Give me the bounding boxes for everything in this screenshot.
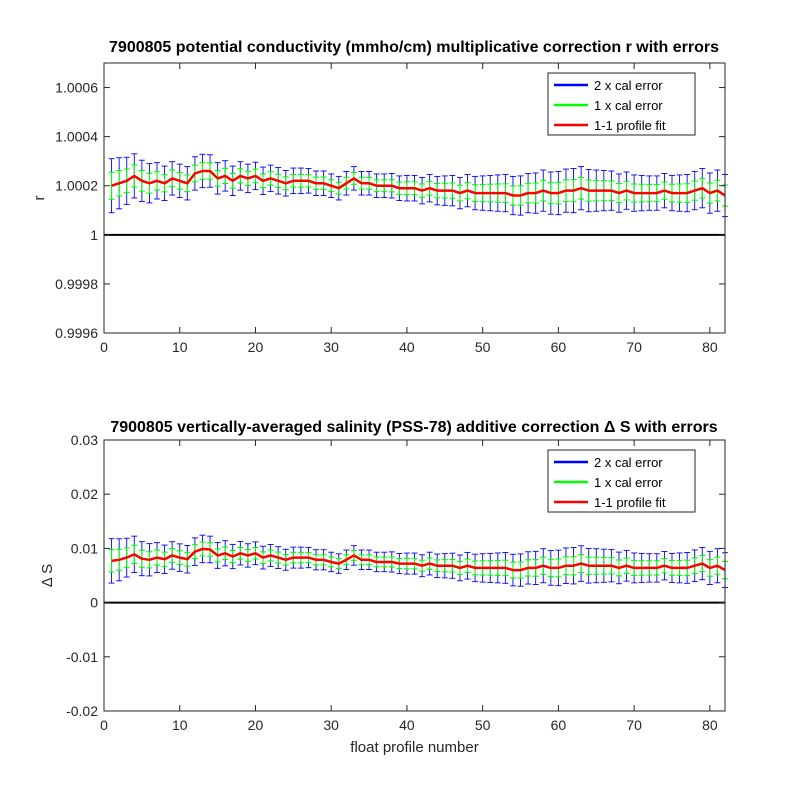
y-tick-label: 0 bbox=[90, 595, 98, 611]
legend-entry: 1 x cal error bbox=[594, 98, 663, 113]
y-axis-label: Δ S bbox=[39, 564, 56, 587]
x-tick-label: 80 bbox=[702, 717, 718, 733]
x-tick-label: 50 bbox=[475, 717, 491, 733]
x-tick-label: 20 bbox=[248, 717, 264, 733]
legend-entry: 2 x cal error bbox=[594, 455, 663, 470]
x-tick-label: 20 bbox=[248, 339, 264, 355]
x-tick-label: 0 bbox=[100, 339, 108, 355]
x-tick-label: 40 bbox=[399, 717, 415, 733]
x-tick-label: 10 bbox=[172, 717, 188, 733]
x-tick-label: 60 bbox=[551, 339, 567, 355]
y-tick-label: 0.9998 bbox=[55, 276, 98, 292]
y-tick-label: 1.0002 bbox=[55, 178, 98, 194]
x-tick-label: 70 bbox=[626, 339, 642, 355]
legend: 2 x cal error 1 x cal error 1-1 profile fi… bbox=[547, 72, 696, 136]
legend-entry: 2 x cal error bbox=[594, 78, 663, 93]
chart-panel-salinity: 0 10 20 30 40 50 60 70 80 -0.02 -0.01 0 0.01 0.02 0.03… bbox=[39, 419, 728, 756]
y-tick-label: 1.0004 bbox=[55, 129, 98, 145]
x-tick-label: 30 bbox=[323, 717, 339, 733]
x-tick-label: 80 bbox=[702, 339, 718, 355]
x-tick-label: 50 bbox=[475, 339, 491, 355]
x-tick-label: 40 bbox=[399, 339, 415, 355]
y-tick-label: 1 bbox=[90, 227, 98, 243]
x-tick-label: 70 bbox=[626, 717, 642, 733]
chart-panel-conductivity: 0 10 20 30 40 50 60 70 80 0.9996 0.9998 1 1.0002 1.00… bbox=[31, 39, 728, 355]
legend: 2 x cal error 1 x cal error 1-1 profile fi… bbox=[547, 449, 696, 513]
y-tick-label: 0.9996 bbox=[55, 325, 98, 341]
profile-fit-line bbox=[111, 169, 726, 197]
axes-box bbox=[103, 439, 726, 712]
y-tick-label: -0.02 bbox=[66, 703, 98, 719]
y-tick-label: 0.02 bbox=[71, 486, 98, 502]
y-tick-label: -0.01 bbox=[66, 649, 98, 665]
axes-box bbox=[103, 62, 726, 334]
x-tick-label: 60 bbox=[551, 717, 567, 733]
x-axis-label: float profile number bbox=[350, 739, 478, 756]
x-tick-label: 10 bbox=[172, 339, 188, 355]
chart-title: 7900805 vertically-averaged salinity (PS… bbox=[110, 419, 717, 436]
y-tick-label: 0.03 bbox=[71, 432, 98, 448]
y-axis-label: r bbox=[31, 196, 48, 201]
y-tick-label: 0.01 bbox=[71, 540, 98, 556]
legend-entry: 1-1 profile fit bbox=[594, 495, 666, 510]
y-tick-label: 1.0006 bbox=[55, 80, 98, 96]
legend-entry: 1-1 profile fit bbox=[594, 118, 666, 133]
chart-title: 7900805 potential conductivity (mmho/cm)… bbox=[109, 39, 719, 56]
legend-entry: 1 x cal error bbox=[594, 475, 663, 490]
profile-fit-line bbox=[111, 547, 726, 572]
x-tick-label: 0 bbox=[100, 717, 108, 733]
x-tick-label: 30 bbox=[323, 339, 339, 355]
